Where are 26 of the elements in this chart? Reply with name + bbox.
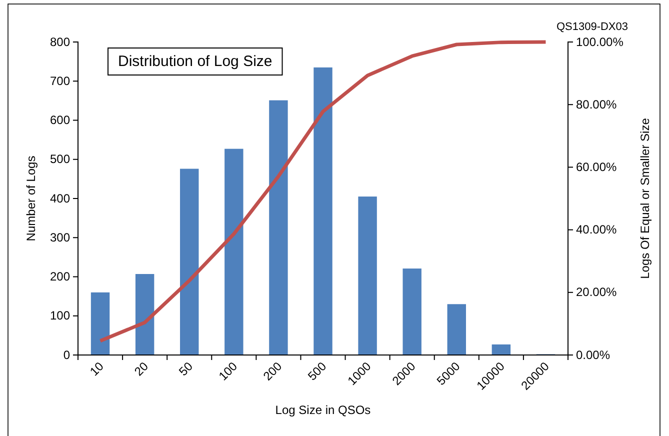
y2-axis-title: Logs Of Equal or Smaller Size <box>638 118 652 279</box>
y-tick-label: 600 <box>50 113 70 128</box>
y2-tick-label: 80.00% <box>576 97 618 112</box>
text: QS1309-DX03 <box>556 21 628 33</box>
x-tick-label: 20 <box>132 359 152 379</box>
y-tick-label: 400 <box>50 191 70 206</box>
x-tick-label: 500 <box>305 359 330 384</box>
y2-tick-label: 60.00% <box>576 160 618 174</box>
x-tick-label: 50 <box>176 359 196 379</box>
y-tick-label: 500 <box>50 152 70 166</box>
y-tick-label: 800 <box>50 34 70 49</box>
y-tick-label: 300 <box>50 230 70 244</box>
y-tick-label: 700 <box>50 74 70 88</box>
y-tick-label: 100 <box>50 308 70 323</box>
x-tick-label: 200 <box>260 359 285 384</box>
y2-tick-label: 100.00% <box>576 34 624 49</box>
y-tick-label: 0 <box>63 348 70 362</box>
x-tick-label: 100 <box>216 359 240 384</box>
y-axis-title: Number of Logs <box>24 156 38 242</box>
y2-tick-label: 0.00% <box>576 348 610 362</box>
y2-tick-label: 40.00% <box>576 222 618 237</box>
x-axis-title: Log Size in QSOs <box>275 403 371 417</box>
y2-tick-label: 20.00% <box>576 285 618 300</box>
y-tick-label: 200 <box>50 270 70 284</box>
x-tick-label: 10 <box>87 359 107 379</box>
text: Distribution of Log Size <box>118 53 272 70</box>
